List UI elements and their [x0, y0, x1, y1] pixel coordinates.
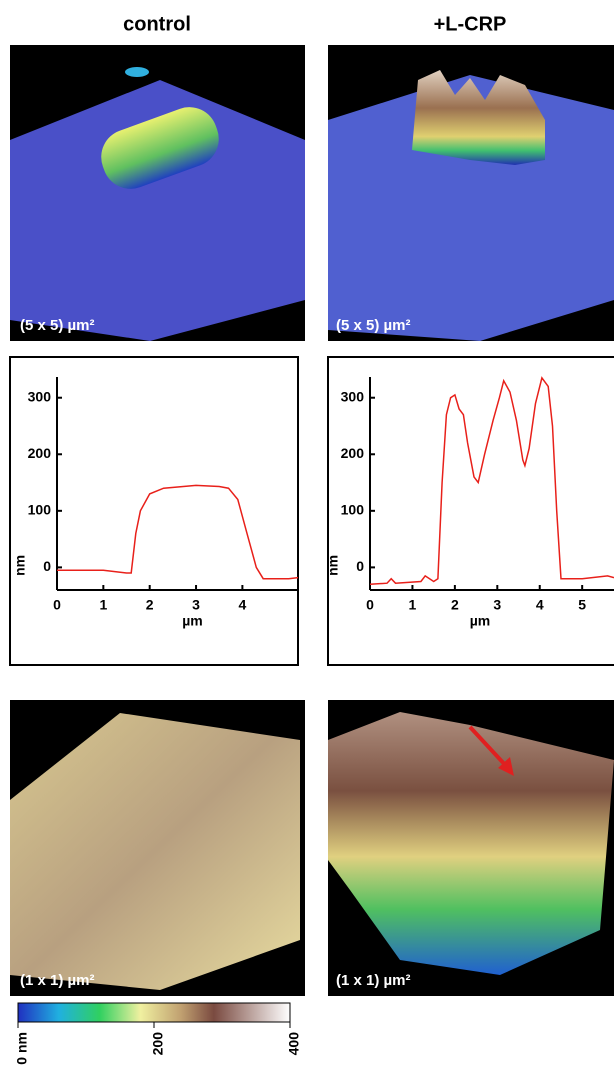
x-axis-label: µm	[470, 613, 491, 629]
y-tick-label: 0	[43, 558, 51, 574]
x-tick-label: 3	[192, 597, 200, 613]
figure: control +L-CRP (5 x 5) µm² (5 x 5) µm² (…	[0, 0, 614, 1091]
y-tick-label: 100	[341, 502, 365, 518]
x-tick-label: 1	[99, 597, 107, 613]
y-axis-label: nm	[12, 555, 28, 576]
column-title: control	[123, 13, 191, 35]
x-tick-label: 3	[493, 597, 501, 613]
colorbar-tick-label: 0 nm	[14, 1032, 30, 1065]
y-tick-label: 200	[341, 445, 365, 461]
y-axis-label: nm	[325, 555, 341, 576]
x-tick-label: 0	[53, 597, 61, 613]
profile-line	[370, 378, 614, 584]
chart-frame	[10, 357, 298, 665]
colorbar-tick-label: 200	[150, 1032, 166, 1056]
image-label: (5 x 5) µm²	[336, 317, 411, 334]
x-tick-label: 4	[238, 597, 246, 613]
image-label: (1 x 1) µm²	[336, 972, 411, 989]
y-tick-label: 0	[356, 558, 364, 574]
particle	[125, 67, 149, 77]
image-label: (1 x 1) µm²	[20, 972, 95, 989]
colorbar-tick-label: 400	[286, 1032, 302, 1056]
y-tick-label: 100	[28, 502, 52, 518]
x-tick-label: 2	[146, 597, 154, 613]
column-title: +L-CRP	[434, 13, 507, 35]
colorbar	[18, 1003, 290, 1022]
x-tick-label: 0	[366, 597, 374, 613]
y-tick-label: 200	[28, 445, 52, 461]
x-tick-label: 4	[536, 597, 544, 613]
y-tick-label: 300	[28, 388, 52, 404]
profile-line	[57, 485, 298, 578]
y-tick-label: 300	[341, 388, 365, 404]
x-tick-label: 5	[578, 597, 586, 613]
x-tick-label: 2	[451, 597, 459, 613]
x-tick-label: 1	[409, 597, 417, 613]
image-label: (5 x 5) µm²	[20, 317, 95, 334]
x-axis-label: µm	[182, 613, 203, 629]
